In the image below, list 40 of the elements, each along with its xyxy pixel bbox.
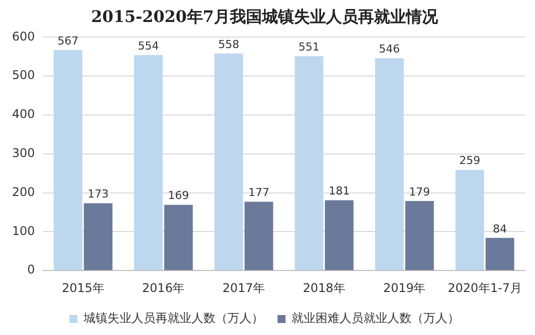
x-tick-label: 2016年 [142,280,185,295]
bar [54,50,82,270]
y-tick-label: 100 [12,224,35,238]
bar [455,170,484,270]
bar [244,202,274,270]
data-label: 169 [168,189,189,202]
y-tick-label: 300 [12,146,35,160]
y-tick-label: 600 [12,29,35,44]
bar [375,58,404,270]
data-label: 567 [58,34,79,48]
data-label: 554 [138,39,159,52]
bar [214,54,244,270]
data-label: 546 [378,42,400,56]
bar [294,56,324,270]
bar [84,203,112,270]
data-label: 259 [459,154,480,168]
data-label: 177 [248,186,270,200]
x-tick-label: 2020年1-7月 [448,280,522,295]
data-label: 551 [298,40,320,54]
legend-label: 城镇失业人员再就业人数（万人） [82,311,264,326]
chart-title: 2015-2020年7月我国城镇失业人员再就业情况 [91,6,439,26]
bar [324,200,354,270]
bar [486,238,514,270]
bar [405,200,434,270]
data-label: 173 [88,188,109,201]
bar [134,55,163,270]
data-label: 179 [409,185,430,198]
y-tick-label: 0 [27,262,35,277]
data-label: 84 [492,222,507,236]
legend-label: 就业困难人员就业人数（万人） [292,311,460,326]
data-label: 558 [218,38,240,51]
x-tick-label: 2017年 [222,280,266,295]
x-tick-label: 2015年 [62,280,104,295]
y-tick-label: 200 [12,184,35,199]
bar [164,204,193,270]
y-tick-label: 400 [12,107,35,122]
x-tick-label: 2018年 [302,280,346,295]
x-tick-label: 2019年 [383,280,426,295]
y-tick-label: 500 [12,68,35,82]
data-label: 181 [328,184,350,198]
